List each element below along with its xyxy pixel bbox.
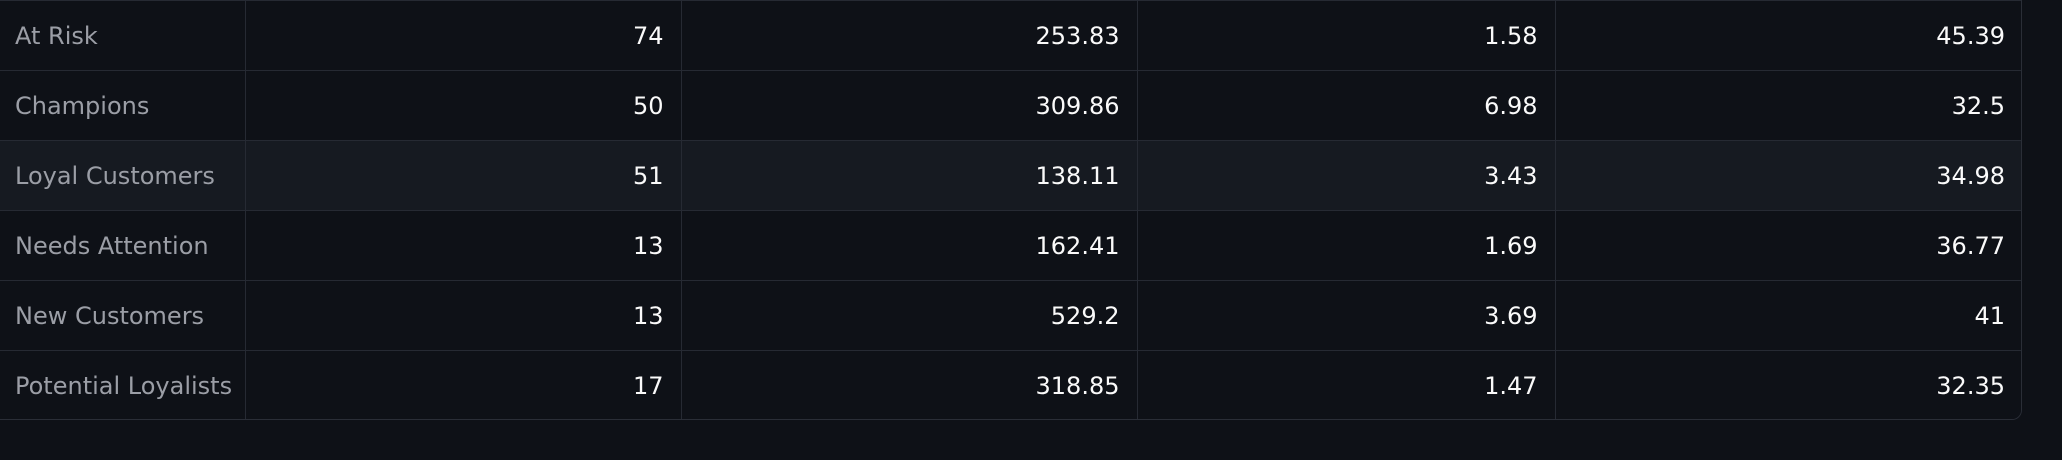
row-index-label: New Customers [0,280,246,351]
table-cell[interactable]: 3.69 [1137,280,1556,351]
row-index-label: Loyal Customers [0,140,246,211]
table-cell[interactable]: 36.77 [1555,210,2021,281]
row-index-label: Potential Loyalists [0,350,246,419]
table-cell[interactable]: 6.98 [1137,70,1556,141]
table-cell[interactable]: 162.41 [681,210,1138,281]
table-row[interactable]: At Risk 74 253.83 1.58 45.39 [0,0,2021,71]
table-cell[interactable]: 3.43 [1137,140,1556,211]
table-row[interactable]: Needs Attention 13 162.41 1.69 36.77 [0,210,2021,281]
table-cell[interactable]: 17 [245,350,682,419]
data-table: At Risk 74 253.83 1.58 45.39 Champions 5… [0,0,2022,420]
table-row-hovered[interactable]: Loyal Customers 51 138.11 3.43 34.98 [0,140,2021,211]
table-cell[interactable]: 32.35 [1555,350,2021,419]
table-cell[interactable]: 13 [245,210,682,281]
table-cell[interactable]: 1.47 [1137,350,1556,419]
table-row[interactable]: Potential Loyalists 17 318.85 1.47 32.35 [0,350,2021,419]
table-cell[interactable]: 51 [245,140,682,211]
row-index-label: Champions [0,70,246,141]
table-cell[interactable]: 32.5 [1555,70,2021,141]
segment-table: At Risk 74 253.83 1.58 45.39 Champions 5… [0,0,2021,419]
table-row[interactable]: New Customers 13 529.2 3.69 41 [0,280,2021,351]
table-cell[interactable]: 318.85 [681,350,1138,419]
table-cell[interactable]: 45.39 [1555,0,2021,71]
table-cell[interactable]: 309.86 [681,70,1138,141]
table-cell[interactable]: 34.98 [1555,140,2021,211]
table-cell[interactable]: 1.69 [1137,210,1556,281]
row-index-label: At Risk [0,0,246,71]
table-row[interactable]: Champions 50 309.86 6.98 32.5 [0,70,2021,141]
table-cell[interactable]: 138.11 [681,140,1138,211]
row-index-label: Needs Attention [0,210,246,281]
table-cell[interactable]: 529.2 [681,280,1138,351]
table-cell[interactable]: 253.83 [681,0,1138,71]
table-cell[interactable]: 50 [245,70,682,141]
table-cell[interactable]: 1.58 [1137,0,1556,71]
table-cell[interactable]: 74 [245,0,682,71]
table-cell[interactable]: 41 [1555,280,2021,351]
table-cell[interactable]: 13 [245,280,682,351]
